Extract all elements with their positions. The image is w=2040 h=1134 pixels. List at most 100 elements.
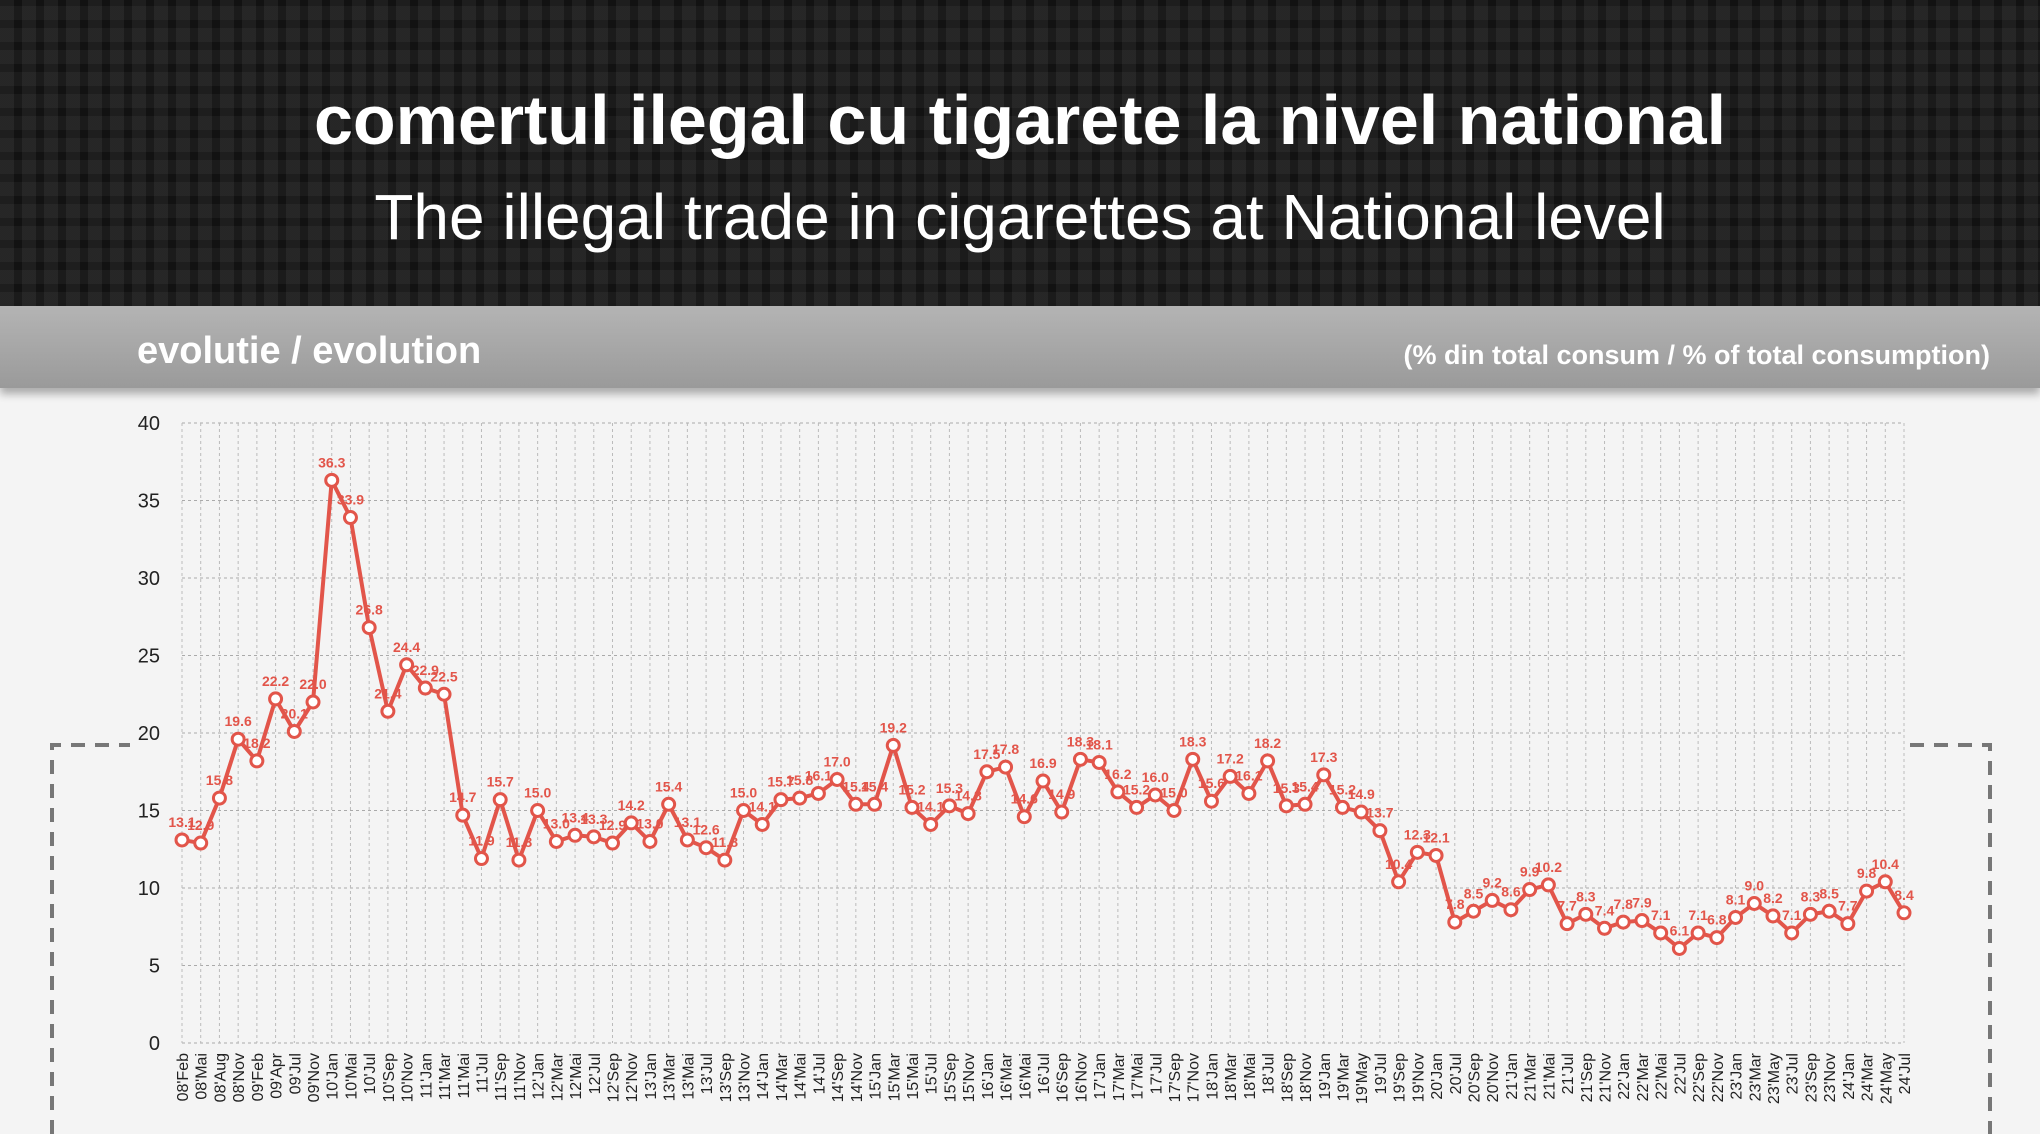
x-tick-label: 10'Jan	[325, 1053, 342, 1100]
x-tick-label: 14'Jul	[811, 1053, 828, 1094]
point	[530, 803, 546, 818]
data-label: 16.0	[1142, 769, 1169, 785]
data-label: 7.4	[1595, 902, 1615, 918]
x-tick-label: 11'Mar	[437, 1052, 454, 1100]
data-label: 16.1	[805, 767, 832, 783]
point	[1297, 796, 1313, 812]
data-label: 16.1	[1235, 767, 1262, 783]
x-tick-label: 23'Jul	[1785, 1053, 1802, 1094]
point	[1578, 906, 1594, 922]
section-band: evolutie / evolution (% din total consum…	[0, 306, 2040, 388]
subtitle: The illegal trade in cigarettes at Natio…	[374, 181, 1666, 253]
x-tick-label: 14'Sep	[830, 1053, 847, 1102]
point	[941, 798, 957, 814]
data-label: 19.6	[225, 713, 252, 729]
point	[1185, 751, 1201, 767]
x-tick-label: 16'Nov	[1073, 1053, 1090, 1102]
x-tick-label: 11'Nov	[512, 1053, 529, 1101]
x-tick-label: 17'Jul	[1148, 1053, 1165, 1094]
data-label: 15.0	[730, 785, 757, 801]
data-label: 9.0	[1745, 878, 1765, 894]
section-title: evolutie / evolution	[137, 330, 482, 372]
point	[399, 657, 415, 673]
point	[1503, 902, 1519, 918]
data-label: 18.2	[1254, 735, 1281, 751]
data-label: 9.8	[1857, 865, 1877, 881]
x-tick-label: 17'Jan	[1092, 1053, 1109, 1100]
point	[586, 829, 602, 845]
point	[1690, 925, 1706, 941]
x-tick-label: 24'Jan	[1841, 1053, 1858, 1100]
point	[1709, 930, 1725, 946]
data-label: 9.9	[1520, 864, 1540, 880]
point	[511, 852, 527, 868]
data-label: 15.4	[655, 778, 682, 794]
data-label: 18.2	[243, 735, 270, 751]
y-tick-label: 20	[138, 723, 160, 745]
x-tick-label: 21'Sep	[1579, 1053, 1596, 1102]
data-label: 33.9	[337, 492, 364, 508]
x-tick-label: 15'Jan	[868, 1053, 885, 1100]
point	[342, 510, 358, 526]
data-label: 36.3	[318, 454, 345, 470]
data-label: 15.8	[786, 772, 813, 788]
x-tick-label: 20'Nov	[1485, 1053, 1502, 1102]
x-tick-label: 22'Mai	[1654, 1053, 1671, 1100]
data-label: 18.1	[1086, 736, 1113, 752]
x-tick-label: 18'Jan	[1204, 1053, 1221, 1100]
point	[1222, 768, 1238, 784]
data-label: 15.2	[1123, 781, 1150, 797]
data-label: 15.7	[767, 774, 794, 790]
data-label: 7.7	[1557, 898, 1577, 914]
x-tick-label: 19'Mar	[1335, 1052, 1352, 1101]
x-tick-label: 18'Mar	[1223, 1052, 1240, 1101]
data-label: 10.4	[1385, 856, 1412, 872]
point	[1203, 793, 1219, 809]
x-tick-label: 11'Jan	[418, 1053, 435, 1098]
x-tick-label: 14'Jan	[755, 1053, 772, 1100]
x-tick-label: 19'Jan	[1317, 1053, 1334, 1100]
x-tick-label: 23'Mar	[1747, 1052, 1764, 1101]
point	[1334, 799, 1350, 815]
point	[1110, 784, 1126, 800]
point	[1615, 914, 1631, 930]
data-label: 15.4	[842, 778, 869, 794]
data-label: 21.4	[374, 685, 401, 701]
x-tick-label: 16'Mar	[999, 1052, 1016, 1101]
x-tick-label: 21'Jan	[1504, 1053, 1521, 1100]
data-label: 8.3	[1801, 888, 1821, 904]
point	[1353, 804, 1369, 820]
x-tick-label: 08'Nov	[231, 1053, 248, 1102]
data-label: 18.3	[1067, 733, 1094, 749]
point	[249, 753, 265, 769]
x-tick-label: 18'Mai	[1242, 1053, 1259, 1100]
point	[885, 737, 901, 753]
point	[1597, 920, 1613, 936]
point	[1166, 803, 1182, 818]
point	[1054, 804, 1070, 820]
point	[1840, 916, 1856, 932]
point	[1147, 787, 1163, 803]
data-label: 13.7	[1366, 805, 1393, 821]
x-tick-label: 21'Mar	[1523, 1052, 1540, 1101]
data-label: 14.1	[749, 798, 776, 814]
point	[1522, 882, 1538, 898]
data-label: 14.7	[449, 789, 476, 805]
point	[829, 772, 845, 787]
point	[923, 816, 939, 832]
data-label: 12.9	[187, 817, 214, 833]
point	[773, 792, 789, 808]
point	[417, 680, 433, 696]
x-tick-label: 22'Sep	[1691, 1053, 1708, 1102]
y-tick-label: 30	[138, 568, 160, 590]
point	[436, 686, 452, 702]
point	[473, 851, 489, 867]
point	[736, 803, 752, 818]
point	[567, 827, 583, 843]
point	[361, 620, 377, 636]
data-label: 22.0	[299, 676, 326, 692]
x-tick-label: 16'Mai	[1017, 1053, 1034, 1100]
x-tick-label: 22'Jan	[1616, 1053, 1633, 1100]
point	[960, 806, 976, 822]
data-label: 7.1	[1651, 907, 1671, 923]
